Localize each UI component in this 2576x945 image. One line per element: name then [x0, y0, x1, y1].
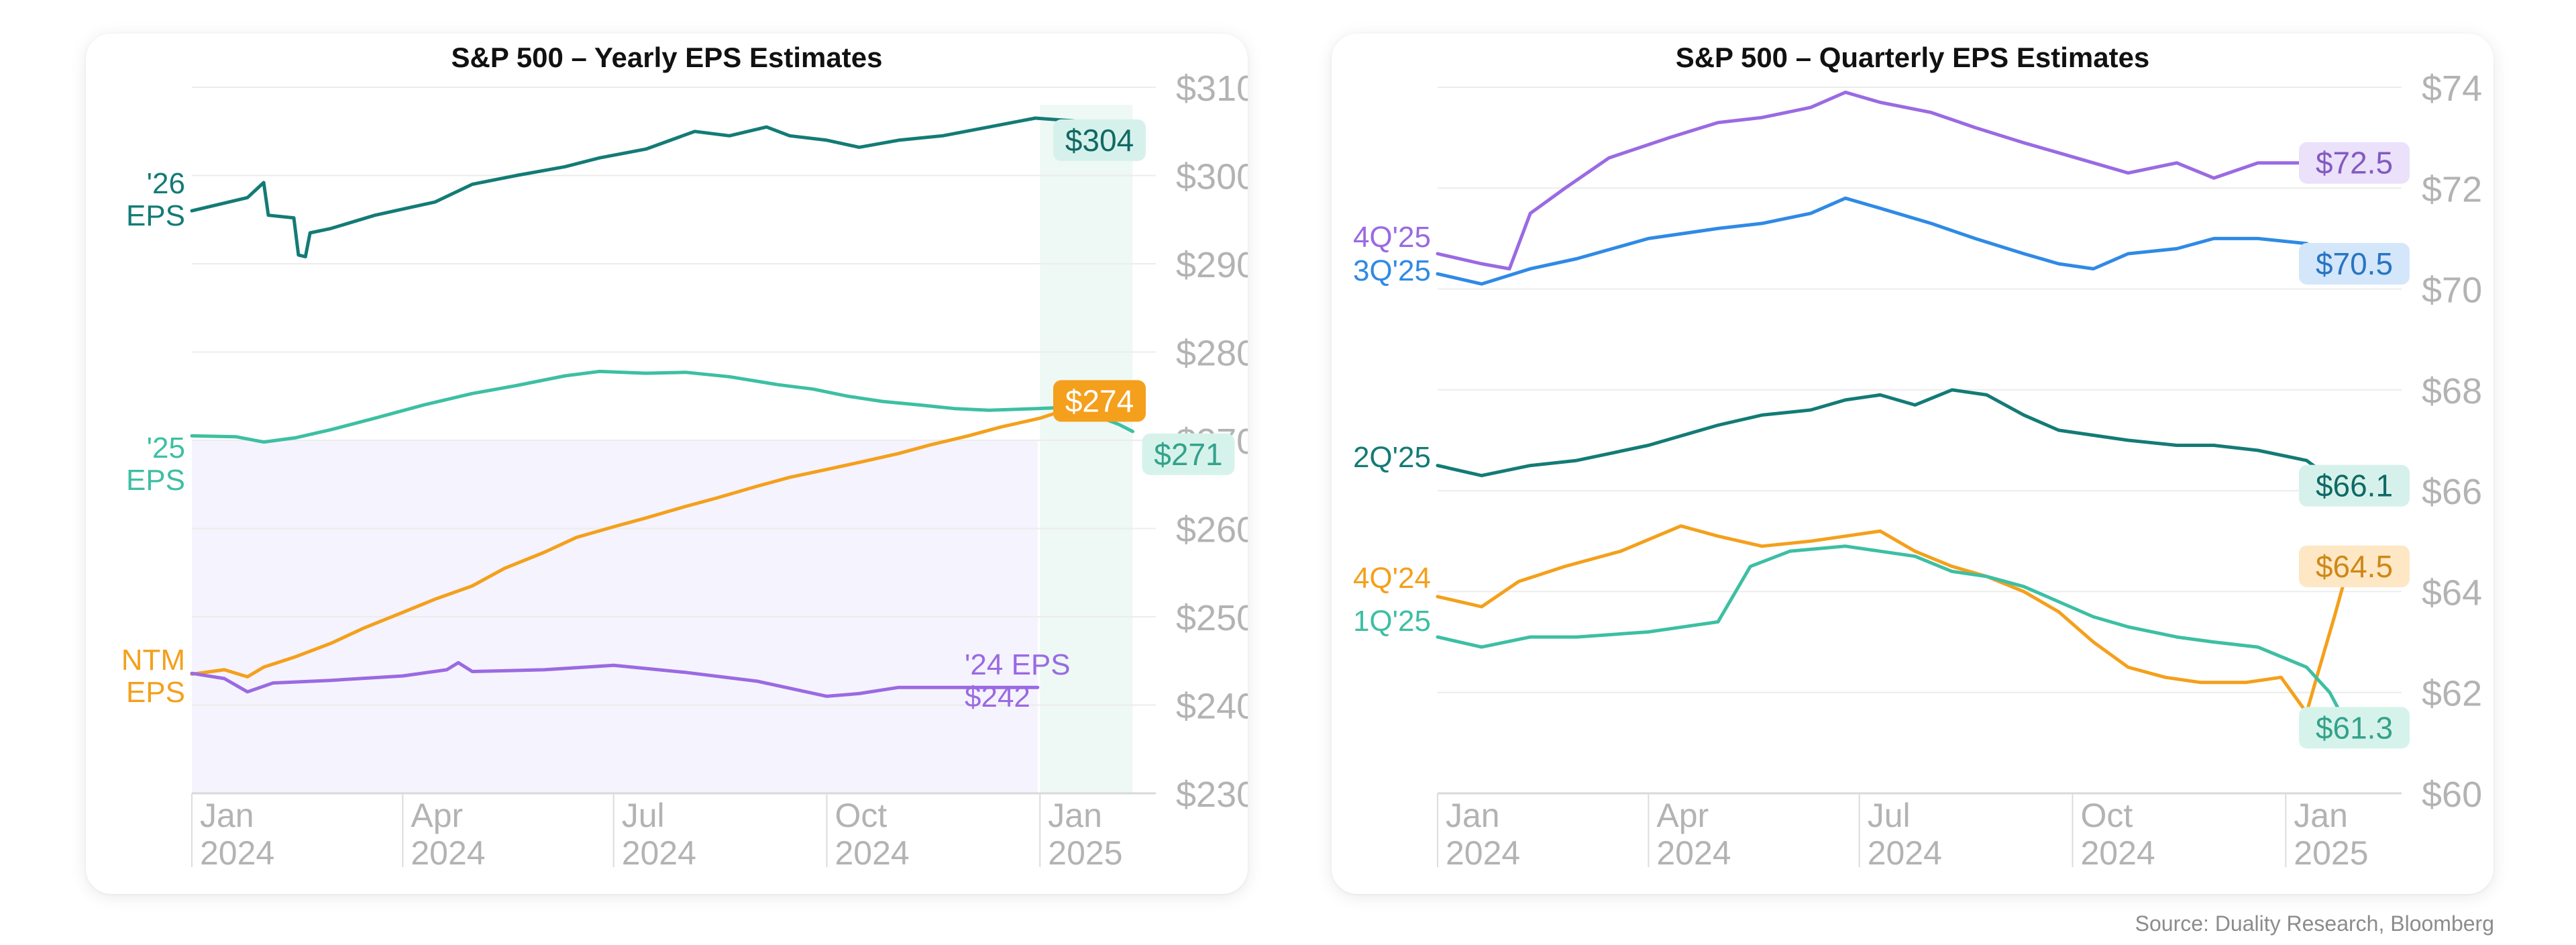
- x-tick-label: Jul: [1868, 797, 1911, 834]
- end-value-label: $64.5: [2316, 549, 2393, 584]
- series-label-24-eps: $242: [965, 681, 1030, 713]
- end-value-badge: [2299, 142, 2410, 184]
- yearly-eps-chart: S&P 500 – Yearly EPS Estimates $230 $240 $2…: [121, 42, 1248, 872]
- series-line-4q-25: [1436, 91, 2343, 270]
- x-tick-label: Jan: [200, 797, 254, 834]
- x-tick-label: Apr: [1656, 797, 1709, 834]
- x-tick-label: 2024: [411, 834, 485, 872]
- series-line-ntm-eps: [190, 395, 1134, 679]
- chart-title: S&P 500 – Yearly EPS Estimates: [451, 42, 883, 73]
- series-label-25-eps: EPS: [126, 464, 185, 497]
- end-value-label: $61.3: [2316, 710, 2393, 745]
- x-tick-label: Apr: [411, 797, 463, 834]
- y-tick-label: $230: [1176, 775, 1248, 815]
- y-tick-label: $290: [1176, 245, 1248, 285]
- x-tick-label: Jan: [2294, 797, 2348, 834]
- series-line-25-eps: [190, 369, 1134, 444]
- x-tick-label: 2024: [200, 834, 274, 872]
- y-tick-label: $280: [1176, 334, 1248, 374]
- yearly-eps-chart-card: S&P 500 – Yearly EPS Estimates $230 $240 $2…: [86, 34, 1248, 894]
- end-value-badge: [2299, 464, 2410, 507]
- end-value-label: $66.1: [2316, 468, 2393, 503]
- series-line-3q-25: [1436, 196, 2343, 286]
- series-label-24-eps: '24 EPS: [965, 648, 1071, 681]
- series-line-26-eps: [190, 116, 1134, 258]
- quarterly-eps-chart-card: S&P 500 – Quarterly EPS Estimates $60 $62 $…: [1332, 34, 2493, 894]
- y-tick-label: $70: [2422, 270, 2482, 311]
- y-tick-label: $260: [1176, 510, 1248, 550]
- end-value-badge: [2299, 243, 2410, 285]
- y-tick-label: $74: [2422, 68, 2482, 109]
- end-value-label: $70.5: [2316, 246, 2393, 281]
- series-line-1q-25: [1436, 544, 2351, 730]
- x-tick-label: Jan: [1446, 797, 1500, 834]
- end-value-label: $304: [1065, 123, 1134, 158]
- series-label-3q-25: 3Q'25: [1353, 254, 1431, 287]
- y-tick-label: $300: [1176, 157, 1248, 197]
- series-label-25-eps: '25: [147, 432, 185, 464]
- x-tick-label: 2025: [2294, 834, 2368, 872]
- series-label-2q-25: 2Q'25: [1353, 441, 1431, 474]
- x-tick-label: Oct: [2080, 797, 2133, 834]
- series-line-4q-24: [1436, 524, 2351, 715]
- end-value-badge: [2299, 545, 2410, 587]
- x-tick-label: 2024: [2080, 834, 2155, 872]
- y-tick-label: $62: [2422, 674, 2482, 714]
- y-tick-label: $66: [2422, 472, 2482, 512]
- y-tick-label: $250: [1176, 598, 1248, 638]
- end-value-label: $271: [1154, 437, 1222, 472]
- end-value-badge: [1053, 119, 1146, 161]
- series-label-4q-24: 4Q'24: [1353, 562, 1431, 595]
- y-tick-label: $310: [1176, 68, 1248, 109]
- series-line-24-eps: [190, 660, 1040, 698]
- series-line-2q-25: [1436, 388, 2343, 488]
- series-label-ntm-eps: EPS: [126, 676, 185, 709]
- series-label-26-eps: '26: [147, 167, 185, 200]
- series-label-ntm-eps: NTM: [121, 644, 185, 677]
- y-tick-label: $60: [2422, 775, 2482, 815]
- x-tick-label: 2024: [1656, 834, 1731, 872]
- series-label-26-eps: EPS: [126, 199, 185, 232]
- end-value-badge: [1053, 380, 1146, 422]
- x-tick-label: 2024: [1868, 834, 1942, 872]
- x-tick-label: 2024: [835, 834, 909, 872]
- source-note: Source: Duality Research, Bloomberg: [2135, 911, 2494, 936]
- y-tick-label: $240: [1176, 687, 1248, 727]
- x-tick-label: 2024: [1446, 834, 1520, 872]
- y-tick-label: $72: [2422, 169, 2482, 209]
- x-tick-label: Oct: [835, 797, 887, 834]
- y-tick-label: $68: [2422, 371, 2482, 411]
- end-value-label: $72.5: [2316, 146, 2393, 181]
- x-tick-label: 2025: [1048, 834, 1122, 872]
- x-tick-label: 2024: [622, 834, 696, 872]
- chart-title: S&P 500 – Quarterly EPS Estimates: [1676, 42, 2150, 73]
- quarterly-eps-chart: S&P 500 – Quarterly EPS Estimates $60 $62 $…: [1353, 42, 2482, 872]
- shaded-region: [1040, 105, 1133, 793]
- end-value-badge: [1142, 433, 1235, 475]
- y-tick-label: $64: [2422, 573, 2482, 613]
- x-tick-label: Jan: [1048, 797, 1102, 834]
- series-label-1q-25: 1Q'25: [1353, 605, 1431, 638]
- x-tick-label: Jul: [622, 797, 665, 834]
- end-value-label: $274: [1065, 383, 1134, 418]
- end-value-badge: [2299, 707, 2410, 749]
- series-label-4q-25: 4Q'25: [1353, 221, 1431, 254]
